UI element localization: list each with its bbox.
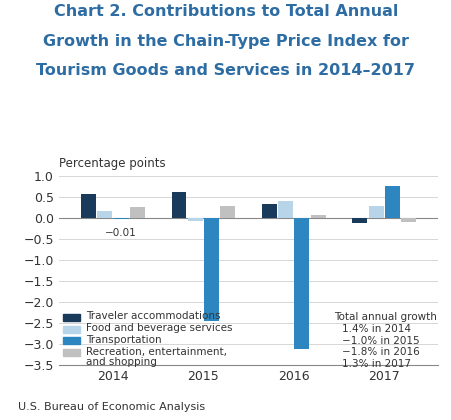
Bar <box>368 206 383 218</box>
Bar <box>63 337 79 344</box>
Text: Food and beverage services: Food and beverage services <box>86 323 232 333</box>
Bar <box>63 326 79 333</box>
Bar <box>203 218 219 321</box>
Text: Traveler accommodations: Traveler accommodations <box>86 311 220 321</box>
Bar <box>63 349 79 356</box>
Bar <box>351 218 367 223</box>
Bar <box>294 218 309 349</box>
Bar <box>261 204 276 218</box>
Bar <box>187 218 202 220</box>
Bar <box>220 206 235 218</box>
Bar <box>384 186 399 218</box>
Bar <box>310 215 325 218</box>
Text: Chart 2. Contributions to Total Annual: Chart 2. Contributions to Total Annual <box>54 4 397 19</box>
Bar <box>129 207 145 218</box>
Text: and shopping: and shopping <box>86 357 156 367</box>
Bar <box>400 218 415 222</box>
Text: Total annual growth: Total annual growth <box>334 312 437 322</box>
Bar <box>81 194 96 218</box>
Bar <box>97 211 112 218</box>
Text: Tourism Goods and Services in 2014–2017: Tourism Goods and Services in 2014–2017 <box>37 63 414 78</box>
Text: 1.4% in 2014: 1.4% in 2014 <box>341 324 410 334</box>
Text: Recreation, entertainment,: Recreation, entertainment, <box>86 346 226 357</box>
Text: −1.0% in 2015: −1.0% in 2015 <box>341 336 419 346</box>
Text: −0.01: −0.01 <box>105 228 137 238</box>
Bar <box>277 201 293 218</box>
Bar <box>63 314 79 321</box>
Text: U.S. Bureau of Economic Analysis: U.S. Bureau of Economic Analysis <box>18 402 205 412</box>
Text: Transportation: Transportation <box>86 335 161 345</box>
Text: Growth in the Chain-Type Price Index for: Growth in the Chain-Type Price Index for <box>43 34 408 49</box>
Text: Percentage points: Percentage points <box>59 157 165 170</box>
Text: −1.8% in 2016: −1.8% in 2016 <box>341 347 419 357</box>
Bar <box>171 192 186 218</box>
Text: 1.3% in 2017: 1.3% in 2017 <box>341 359 410 369</box>
